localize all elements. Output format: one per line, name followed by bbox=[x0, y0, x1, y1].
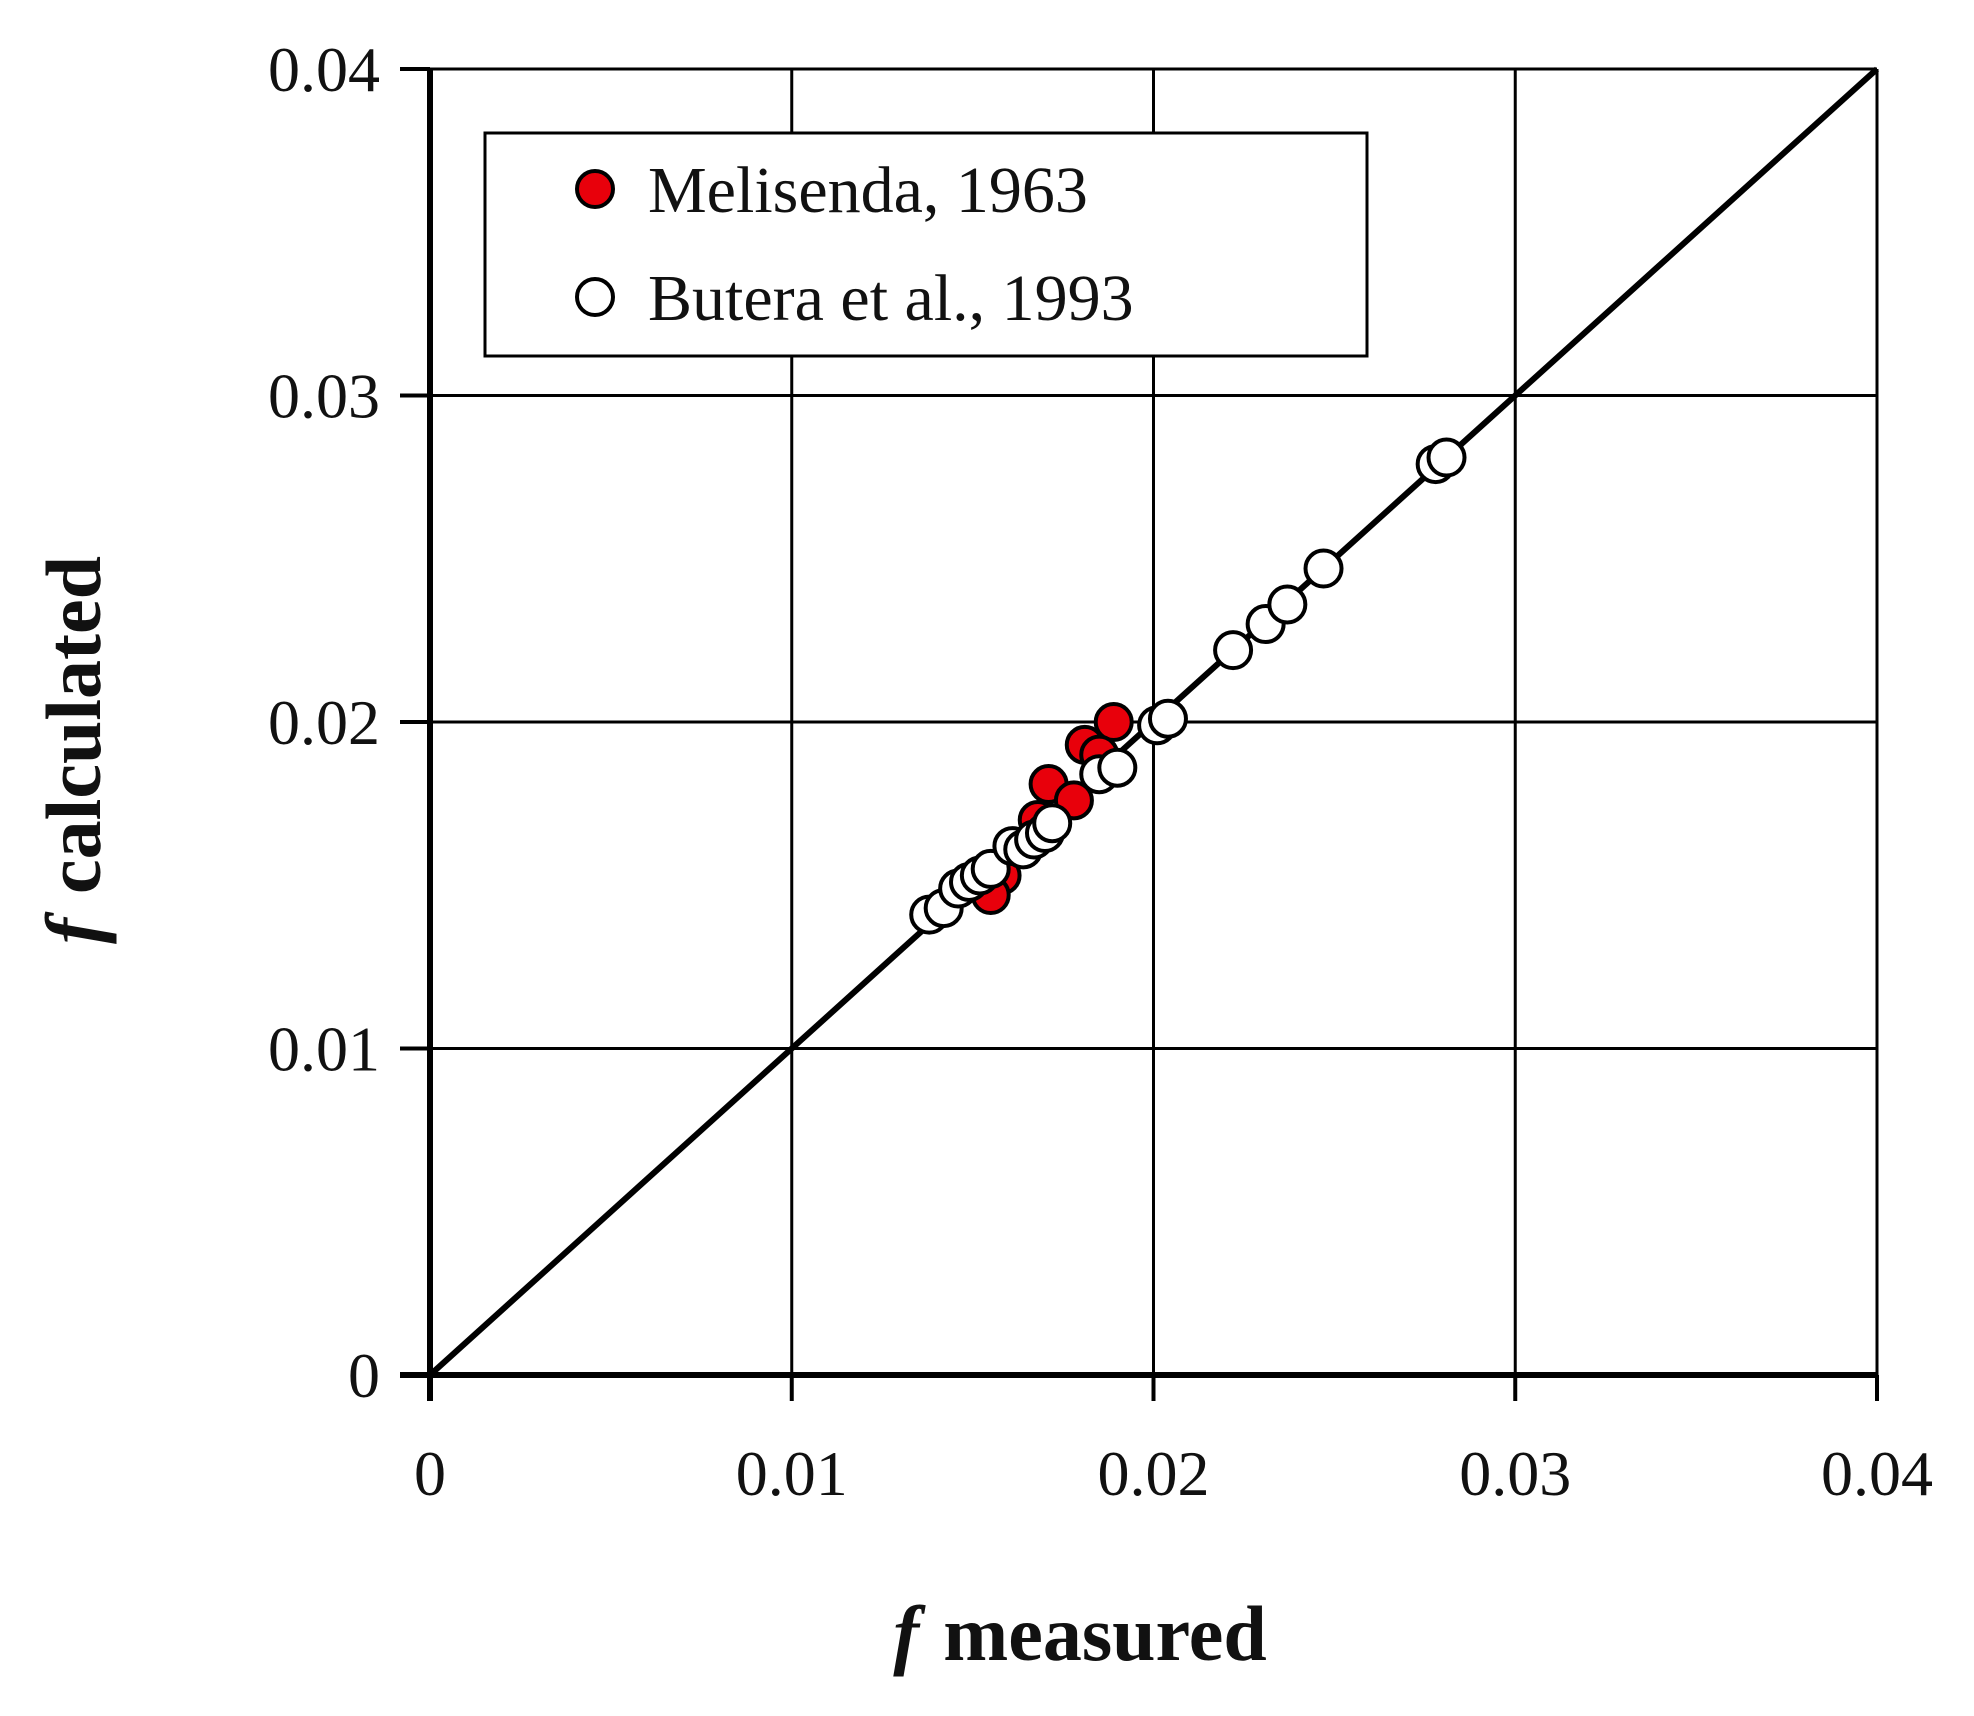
tick-labels: 0 0.01 0.02 0.03 0.04 0 0.01 0.02 0.03 0.04 bbox=[268, 34, 1933, 1509]
legend-marker-butera bbox=[575, 277, 615, 317]
data-point-series-1-12 bbox=[1097, 747, 1138, 788]
legend-marker-melisenda bbox=[575, 169, 615, 209]
data-point-series-0-0 bbox=[1093, 702, 1134, 742]
x-axis-label-symbol: f bbox=[893, 1590, 926, 1677]
data-point-series-1-15 bbox=[1213, 630, 1254, 671]
y-axis-label-text: calculated bbox=[30, 556, 117, 894]
series-1-points bbox=[909, 437, 1467, 935]
y-tick-label-1: 0.01 bbox=[268, 1014, 380, 1085]
x-tick-label-4: 0.04 bbox=[1821, 1438, 1933, 1509]
legend: Melisenda, 1963 Butera et al., 1993 bbox=[483, 131, 1369, 358]
y-tick-label-2: 0.02 bbox=[268, 687, 380, 758]
x-tick-label-3: 0.03 bbox=[1459, 1438, 1571, 1509]
x-tick-label-1: 0.01 bbox=[736, 1438, 848, 1509]
y-axis-label: f calculated bbox=[30, 556, 117, 944]
data-point-series-1-10 bbox=[1032, 803, 1073, 844]
x-axis-label: f measured bbox=[893, 1590, 1267, 1677]
x-axis-label-text: measured bbox=[943, 1590, 1267, 1677]
axes bbox=[400, 67, 1879, 1401]
legend-box bbox=[483, 131, 1369, 358]
data-point-series-1-14 bbox=[1147, 698, 1188, 739]
data-point-series-1-20 bbox=[1426, 437, 1467, 478]
legend-label-butera: Butera et al., 1993 bbox=[648, 262, 1134, 335]
x-tick-label-2: 0.02 bbox=[1098, 1438, 1210, 1509]
y-tick-label-4: 0.04 bbox=[268, 34, 380, 105]
y-tick-label-3: 0.03 bbox=[268, 361, 380, 432]
y-axis-label-symbol: f bbox=[30, 911, 117, 944]
data-point-series-1-18 bbox=[1303, 548, 1344, 589]
legend-label-melisenda: Melisenda, 1963 bbox=[648, 154, 1088, 227]
data-point-series-1-17 bbox=[1267, 584, 1308, 625]
data-points bbox=[909, 437, 1467, 935]
x-tick-label-0: 0 bbox=[414, 1438, 446, 1509]
y-tick-label-0: 0 bbox=[348, 1340, 380, 1411]
